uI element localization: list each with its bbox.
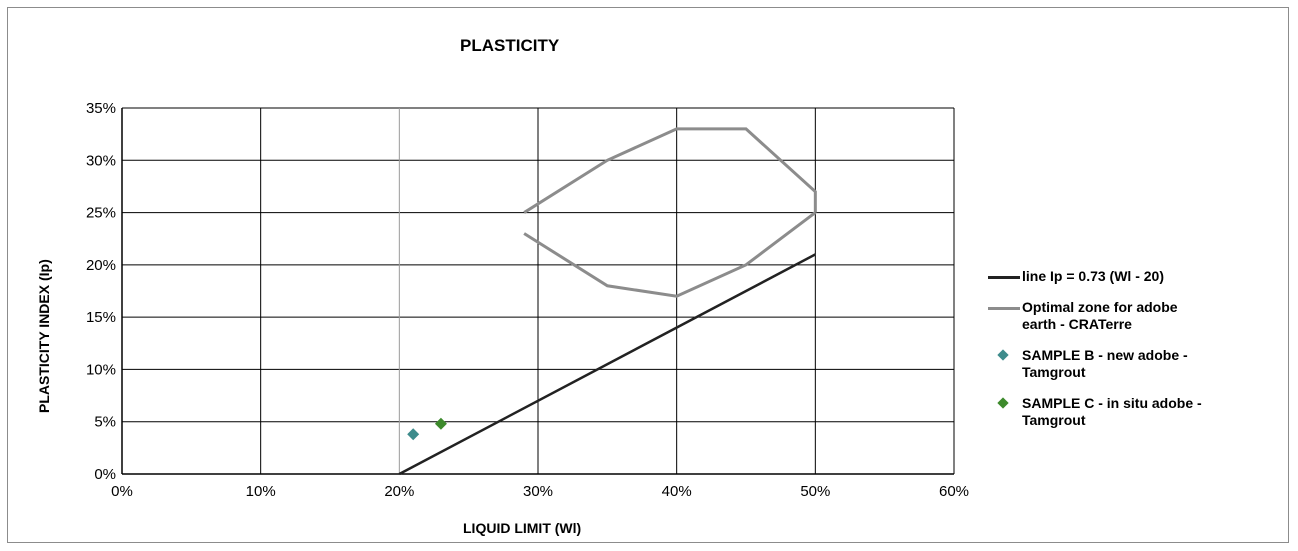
y-tick-label: 0% [94,466,116,483]
legend-diamond-symbol [988,395,1022,411]
x-tick-label: 10% [246,483,276,500]
legend-diamond-symbol [988,347,1022,363]
x-tick-label: 50% [800,483,830,500]
legend-item-sample-b: SAMPLE B - new adobe - Tamgrout [988,347,1238,381]
legend-line-symbol [988,268,1022,284]
legend-item-optimal-zone: Optimal zone for adobe earth - CRATerre [988,299,1238,333]
x-tick-label: 60% [939,483,969,500]
legend-label: Optimal zone for adobe earth - CRATerre [1022,299,1178,332]
chart-title: PLASTICITY [460,36,560,55]
x-tick-label: 30% [523,483,553,500]
x-axis-label: LIQUID LIMIT (Wl) [463,520,582,536]
reference-line [398,253,816,476]
legend-label: SAMPLE B - new adobe - Tamgrout [1022,347,1188,380]
legend-item-sample-c: SAMPLE C - in situ adobe - Tamgrout [988,395,1238,429]
y-tick-label: 35% [86,100,116,117]
y-tick-label: 15% [86,309,116,326]
y-tick-label: 10% [86,361,116,378]
x-tick-label: 40% [662,483,692,500]
chart-frame [7,7,1289,543]
y-tick-label: 5% [94,414,116,431]
legend-label: line Ip = 0.73 (Wl - 20) [1022,268,1164,284]
y-tick-label: 25% [86,205,116,222]
sample-b-marker [407,428,420,441]
optimal-zone-line [523,127,817,214]
optimal-zone-line [523,211,817,298]
legend-label: SAMPLE C - in situ adobe - Tamgrout [1022,395,1202,428]
y-axis-label: PLASTICITY INDEX (Ip) [36,259,52,413]
y-tick-label: 30% [86,152,116,169]
legend-line-symbol [988,299,1022,315]
y-tick-label: 20% [86,257,116,274]
legend: line Ip = 0.73 (Wl - 20) Optimal zone fo… [988,268,1238,443]
x-tick-label: 20% [384,483,414,500]
legend-item-reference-line: line Ip = 0.73 (Wl - 20) [988,268,1238,285]
sample-c-marker [434,417,447,430]
x-tick-label: 0% [111,483,133,500]
